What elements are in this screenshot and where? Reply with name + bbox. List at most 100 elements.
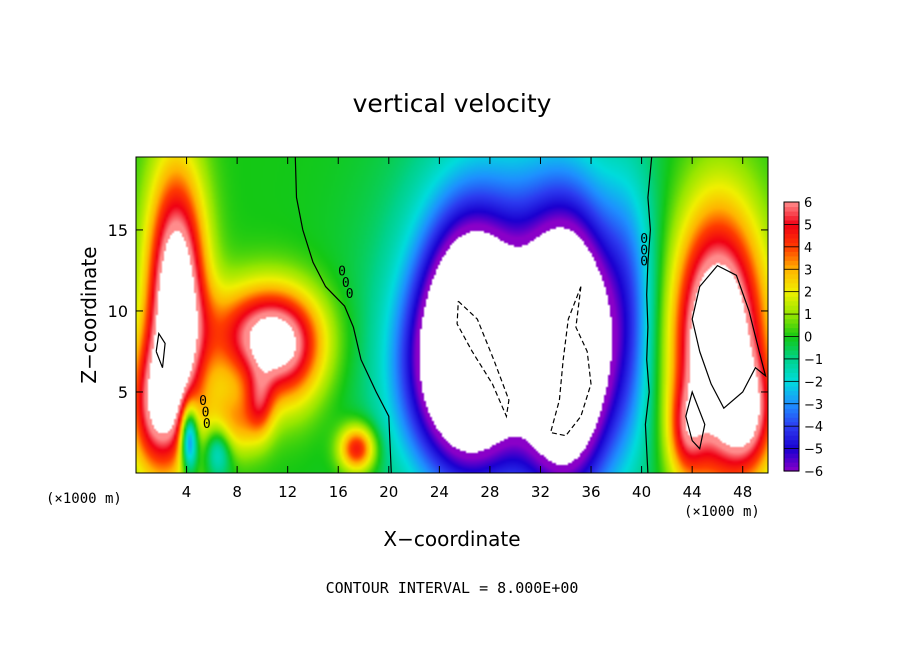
- x-axis-ticks: 4 8 12 16 20 24 28 32 36 40 44 48: [182, 157, 752, 501]
- colorbar-segment: [784, 390, 799, 396]
- colorbar-segment: [784, 278, 799, 284]
- colorbar-segment: [784, 273, 799, 279]
- colorbar-tick-label: −5: [804, 443, 823, 458]
- colorbar-segment: [784, 399, 799, 405]
- colorbar-segment: [784, 228, 799, 234]
- y-tick-label: 10: [108, 302, 128, 321]
- contour-label-1: 0: [342, 276, 350, 291]
- colorbar-segment: [784, 246, 799, 252]
- colorbar-segment: [784, 376, 799, 382]
- colorbar-segment: [784, 318, 799, 324]
- colorbar-segment: [784, 219, 799, 226]
- colorbar-segment: [784, 426, 799, 432]
- colorbar-tick-label: 1: [804, 308, 812, 323]
- contour-label-0: 0: [338, 264, 346, 279]
- colorbar-segment: [784, 394, 799, 400]
- colorbar-segment: [784, 314, 799, 320]
- colorbar-segment: [784, 340, 799, 347]
- colorbar-tick-label: 0: [804, 331, 812, 346]
- colorbar: 6 5 4 3 2 1 0 −1 −2 −3 −4 −5 −6: [783, 196, 823, 480]
- colorbar-segment: [784, 336, 799, 342]
- colorbar-segment: [784, 327, 799, 333]
- colorbar-segment: [784, 448, 799, 454]
- colorbar-segment: [784, 372, 799, 378]
- colorbar-segment: [784, 291, 799, 297]
- colorbar-segment: [784, 224, 799, 230]
- colorbar-tick-label: −4: [804, 420, 823, 435]
- colorbar-segment: [784, 260, 799, 266]
- x-unit-left: (×1000 m): [46, 491, 122, 507]
- x-tick-label: 28: [480, 483, 499, 501]
- contour-label-7: 0: [202, 405, 210, 420]
- contour-label-3: 0: [640, 232, 648, 247]
- colorbar-segment: [784, 412, 799, 418]
- colorbar-tick-label: 3: [804, 263, 812, 278]
- contour-label-2: 0: [346, 287, 354, 302]
- colorbar-segment: [784, 466, 799, 472]
- contour-line-4: [155, 331, 166, 368]
- colorbar-segment: [784, 332, 799, 338]
- contour-label-8: 0: [203, 417, 211, 432]
- colorbar-segment: [784, 282, 799, 288]
- colorbar-segment: [784, 202, 799, 208]
- colorbar-segment: [784, 421, 799, 427]
- colorbar-segment: [784, 300, 799, 306]
- colorbar-tick-label: −6: [804, 465, 823, 480]
- contour-label-5: 0: [640, 255, 648, 270]
- colorbar-segment: [784, 345, 799, 351]
- colorbar-segment: [784, 296, 799, 302]
- colorbar-segment: [784, 255, 799, 261]
- contour-interval-note: CONTOUR INTERVAL = 8.000E+00: [326, 579, 579, 597]
- x-tick-label: 36: [581, 483, 600, 501]
- colorbar-segment: [784, 264, 799, 270]
- x-tick-label: 8: [232, 483, 242, 501]
- colorbar-segment: [784, 287, 799, 293]
- colorbar-segment: [784, 251, 799, 257]
- colorbar-segment: [784, 408, 799, 414]
- colorbar-segment: [784, 358, 799, 364]
- x-tick-label: 16: [329, 483, 348, 501]
- colorbar-tick-label: 5: [804, 218, 812, 233]
- contour-label-6: 0: [199, 394, 207, 409]
- colorbar-segment: [784, 381, 799, 387]
- colorbar-segment: [784, 215, 799, 221]
- colorbar-segment: [784, 210, 799, 217]
- contour-line-2: [691, 264, 767, 410]
- colorbar-segment: [784, 349, 799, 356]
- contour-line-5: [456, 300, 510, 419]
- colorbar-tick-label: −2: [804, 375, 823, 390]
- colorbar-segment: [784, 354, 799, 360]
- colorbar-segment: [784, 462, 799, 468]
- colorbar-segment: [784, 435, 799, 441]
- contour-lines: [155, 156, 767, 474]
- colorbar-segment: [784, 457, 799, 463]
- plot-frame: [135, 156, 769, 474]
- x-tick-label: 12: [278, 483, 297, 501]
- x-unit-right: (×1000 m): [684, 504, 760, 520]
- colorbar-segment: [784, 417, 799, 423]
- x-tick-label: 32: [531, 483, 550, 501]
- colorbar-tick-label: 4: [804, 241, 812, 256]
- y-axis-ticks: 5 10 15: [108, 221, 768, 402]
- colorbar-segment: [784, 430, 799, 436]
- colorbar-segment: [784, 206, 799, 212]
- y-tick-label: 5: [118, 383, 128, 402]
- colorbar-tick-label: 6: [804, 196, 812, 211]
- x-tick-label: 4: [182, 483, 192, 501]
- contour-line-0: [294, 156, 392, 474]
- colorbar-segment: [784, 242, 799, 248]
- x-tick-label: 40: [632, 483, 651, 501]
- x-axis-label: X−coordinate: [383, 527, 520, 551]
- y-axis-label: Z−coordinate: [77, 246, 101, 383]
- colorbar-segment: [784, 305, 799, 311]
- colorbar-segment: [784, 309, 799, 315]
- colorbar-segment: [784, 439, 799, 445]
- contour-line-1: [644, 156, 653, 474]
- colorbar-segment: [784, 453, 799, 459]
- colorbar-tick-label: −1: [804, 353, 823, 368]
- colorbar-segment: [784, 233, 799, 239]
- heatmap-field: [136, 157, 768, 473]
- x-tick-label: 44: [683, 483, 702, 501]
